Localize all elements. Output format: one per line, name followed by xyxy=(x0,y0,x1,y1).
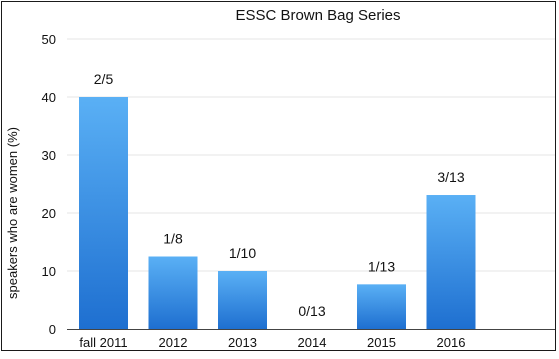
x-tick-label: 2012 xyxy=(159,335,188,350)
bar xyxy=(357,284,406,329)
bar xyxy=(426,195,476,329)
bar xyxy=(148,256,198,329)
data-label: 3/13 xyxy=(437,169,464,185)
y-tick-label: 10 xyxy=(42,264,56,279)
data-label: 1/13 xyxy=(368,258,395,274)
y-tick-label: 40 xyxy=(42,90,56,105)
data-label: 1/10 xyxy=(229,245,256,261)
chart-title: ESSC Brown Bag Series xyxy=(235,7,400,24)
x-tick-label: fall 2011 xyxy=(79,335,127,350)
data-label: 0/13 xyxy=(298,303,325,319)
x-tick-label: 2013 xyxy=(228,335,257,350)
x-tick-label: 2016 xyxy=(437,335,466,350)
y-tick-label: 30 xyxy=(42,148,56,163)
y-tick-label: 20 xyxy=(42,206,56,221)
bar xyxy=(218,271,267,329)
x-tick-labels: fall 2011 2012 2013 2014 2015 2016 xyxy=(79,335,465,350)
data-label: 1/8 xyxy=(163,231,183,247)
bars xyxy=(79,97,476,329)
y-tick-label: 0 xyxy=(49,322,56,337)
bar xyxy=(79,97,128,329)
y-tick-label: 50 xyxy=(42,32,56,47)
chart-border xyxy=(1,1,556,351)
y-tick-labels: 0 10 20 30 40 50 xyxy=(42,32,56,337)
y-axis-label: speakers who are women (%) xyxy=(5,127,20,299)
data-label: 2/5 xyxy=(94,71,114,87)
x-tick-label: 2014 xyxy=(298,335,327,350)
data-labels: 2/5 1/8 1/10 0/13 1/13 3/13 xyxy=(94,71,465,319)
x-tick-label: 2015 xyxy=(367,335,396,350)
